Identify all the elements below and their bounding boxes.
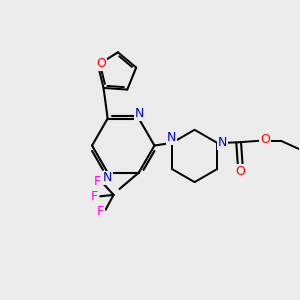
Text: O: O xyxy=(260,134,270,146)
Text: O: O xyxy=(97,57,106,70)
Text: F: F xyxy=(94,175,101,188)
Text: N: N xyxy=(135,107,144,120)
Text: N: N xyxy=(102,171,112,184)
Text: F: F xyxy=(91,190,98,203)
Text: O: O xyxy=(235,165,245,178)
Text: F: F xyxy=(97,205,104,218)
Text: N: N xyxy=(218,136,227,149)
Text: N: N xyxy=(167,131,176,144)
